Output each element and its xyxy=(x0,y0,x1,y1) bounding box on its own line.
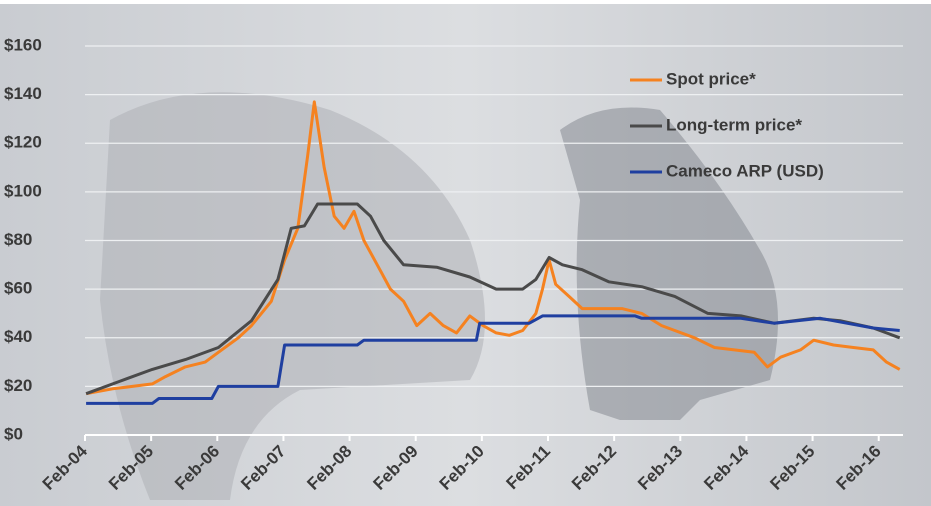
legend-label: Cameco ARP (USD) xyxy=(666,161,824,180)
top-border xyxy=(0,0,931,4)
series-line xyxy=(85,100,901,396)
y-tick-label: $60 xyxy=(4,279,32,298)
y-tick-label: $140 xyxy=(4,84,42,103)
legend-label: Long-term price* xyxy=(666,115,802,134)
legend-label: Spot price* xyxy=(666,69,756,88)
bull-silhouette xyxy=(560,107,778,420)
y-tick-label: $40 xyxy=(4,327,32,346)
y-tick-label: $80 xyxy=(4,230,32,249)
y-tick-label: $160 xyxy=(4,35,42,54)
series-line xyxy=(86,314,900,405)
y-tick-label: $20 xyxy=(4,376,32,395)
y-tick-label: $100 xyxy=(4,181,42,200)
series-line xyxy=(85,202,901,396)
y-tick-label: $0 xyxy=(4,424,23,443)
y-tick-label: $120 xyxy=(4,133,42,152)
